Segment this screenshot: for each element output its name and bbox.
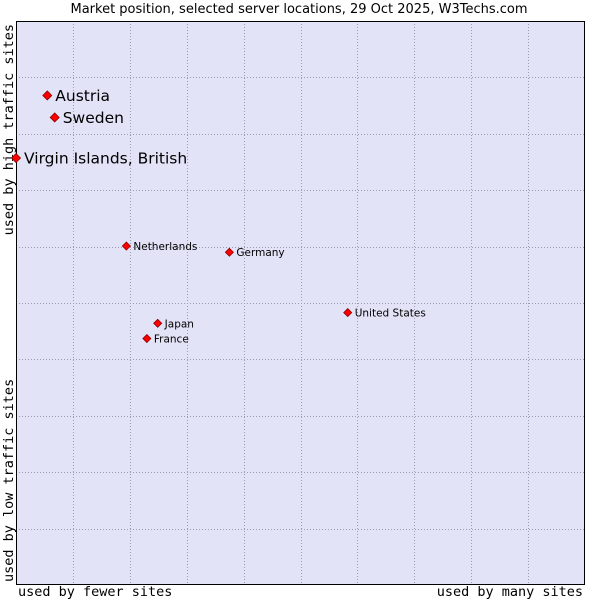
- chart-title: Market position, selected server locatio…: [70, 2, 527, 17]
- data-point-label: Virgin Islands, British: [24, 150, 187, 168]
- data-point-marker: [49, 112, 60, 123]
- x-axis-label-right: used by many sites: [437, 584, 583, 600]
- data-point-label: Netherlands: [133, 241, 197, 253]
- data-point-label: Germany: [236, 247, 284, 259]
- data-point-label: Sweden: [63, 109, 124, 127]
- data-point-label: France: [154, 334, 189, 346]
- data-point-marker: [343, 308, 353, 318]
- x-axis-label-left: used by fewer sites: [18, 584, 172, 600]
- data-point-marker: [121, 241, 131, 251]
- data-point-label: Austria: [55, 87, 110, 105]
- data-point-marker: [153, 318, 163, 328]
- data-point-label: United States: [355, 308, 426, 320]
- plot-frame: [16, 21, 585, 585]
- data-point-marker: [142, 333, 152, 344]
- data-point-marker: [42, 90, 53, 101]
- data-point-marker: [10, 152, 22, 164]
- data-point-label: Japan: [164, 318, 194, 330]
- data-point-marker: [224, 247, 234, 257]
- grid-lines: [16, 21, 585, 585]
- y-axis-label-bottom: used by low traffic sites: [1, 379, 17, 582]
- y-axis-label-top: used by high traffic sites: [1, 24, 17, 235]
- data-points: Austria Sweden Virgin Islands, British Neth…: [10, 87, 426, 346]
